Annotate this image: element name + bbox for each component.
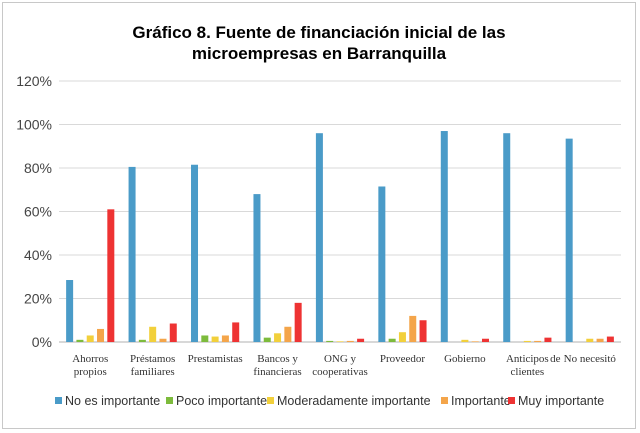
y-tick-label: 100% [16, 117, 52, 133]
x-tick-label: Gobierno [444, 353, 486, 365]
x-tick-label: de [550, 353, 561, 365]
bar [66, 280, 74, 342]
legend-swatch [55, 397, 62, 404]
legend-label: Poco importante [176, 394, 267, 408]
bar [159, 338, 167, 342]
y-axis-ticks: 0% 20% 40% 60% 80% 100% 120% [16, 73, 52, 350]
x-tick-label: familiares [131, 366, 175, 378]
bar [440, 131, 448, 342]
bar [294, 302, 302, 342]
x-tick-label: Préstamos [130, 353, 175, 365]
x-tick-label: Ahorros [72, 353, 108, 365]
x-tick-label: propios [74, 366, 107, 378]
bar [481, 338, 489, 342]
bar [97, 328, 105, 342]
legend-label: Muy importante [518, 394, 604, 408]
bar [471, 341, 479, 342]
bar [388, 338, 396, 342]
y-tick-label: 80% [24, 160, 52, 176]
bar [419, 320, 427, 342]
legend-label: No es importante [65, 394, 160, 408]
bar [544, 337, 552, 342]
x-tick-label: Bancos y [257, 353, 298, 365]
x-tick-label: financieras [253, 366, 301, 378]
legend-swatch [508, 397, 515, 404]
chart-title-line-2: microempresas en Barranquilla [192, 44, 447, 63]
bar [503, 133, 511, 342]
bar [76, 339, 84, 342]
bar [378, 186, 386, 342]
bar [565, 138, 573, 342]
y-tick-label: 60% [24, 204, 52, 220]
legend-label: Moderadamente importante [277, 394, 431, 408]
bar [201, 335, 209, 342]
bar [86, 335, 94, 342]
bar [107, 209, 115, 342]
bar [253, 194, 261, 342]
bar [284, 326, 292, 342]
legend-swatch [267, 397, 274, 404]
legend-swatch [441, 397, 448, 404]
bar [232, 322, 240, 342]
bar [606, 336, 614, 342]
bar [409, 315, 417, 342]
x-tick-label: clientes [511, 366, 545, 378]
y-tick-label: 40% [24, 247, 52, 263]
bar [336, 341, 344, 342]
bar [534, 340, 542, 342]
bar [211, 336, 219, 342]
x-tick-label: ONG y [324, 353, 357, 365]
legend-label: Importante [451, 394, 511, 408]
bar [221, 335, 229, 342]
y-tick-label: 20% [24, 291, 52, 307]
x-tick-label: Proveedor [380, 353, 426, 365]
bar [128, 166, 136, 342]
bar [523, 340, 531, 342]
legend-swatch [166, 397, 173, 404]
bar [398, 332, 406, 342]
bar [346, 340, 354, 342]
bar [326, 340, 334, 342]
chart-svg: Gráfico 8. Fuente de financiación inicia… [16, 23, 621, 408]
bar [149, 326, 157, 342]
bar [315, 133, 323, 342]
bar [169, 323, 177, 342]
bar [138, 339, 146, 342]
x-tick-label: Anticipos [506, 353, 549, 365]
x-tick-label: Prestamistas [188, 353, 243, 365]
gridlines [59, 80, 621, 343]
chart-title-line-1: Gráfico 8. Fuente de financiación inicia… [132, 23, 505, 42]
chart-frame: Gráfico 8. Fuente de financiación inicia… [2, 2, 636, 429]
bar [586, 338, 594, 342]
bar [461, 339, 469, 342]
legend: No es importante Poco importante Moderadam… [55, 394, 604, 408]
chart-title: Gráfico 8. Fuente de financiación inicia… [132, 23, 505, 63]
bar [191, 164, 199, 342]
bar [263, 337, 271, 342]
bar [274, 333, 282, 342]
x-tick-label: cooperativas [312, 366, 368, 378]
bars [66, 131, 614, 342]
bar [357, 338, 365, 342]
y-tick-label: 0% [32, 334, 52, 350]
y-tick-label: 120% [16, 73, 52, 89]
x-tick-label: No necesitó [564, 353, 617, 365]
bar [596, 338, 604, 342]
